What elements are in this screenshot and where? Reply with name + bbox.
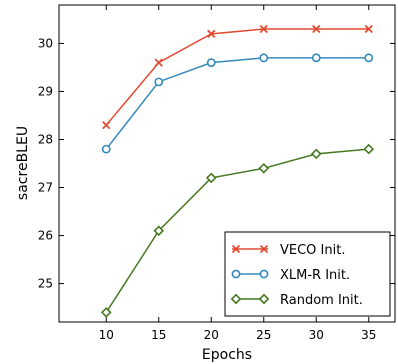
y-tick-labels: 25 26 27 28 29 30 <box>38 36 53 290</box>
data-point <box>154 77 164 87</box>
y-tick-label: 27 <box>38 181 53 195</box>
legend-marker <box>259 269 269 279</box>
data-point <box>258 162 270 174</box>
axis-ticks <box>59 5 395 322</box>
x-axis-title: Epochs <box>202 347 252 363</box>
data-point <box>311 53 321 63</box>
x-tick-label: 35 <box>361 328 376 342</box>
data-point <box>100 307 112 318</box>
legend-entry: VECO Init. <box>231 243 345 258</box>
data-point <box>364 53 374 63</box>
y-axis-title: sacreBLEU <box>15 126 31 200</box>
legend-items: VECO Init. XLM-R Init. Random Init. <box>230 243 363 308</box>
y-tick-label: 28 <box>38 132 53 146</box>
data-point <box>207 29 216 38</box>
data-point <box>101 144 111 154</box>
data-point <box>102 120 111 130</box>
legend: VECO Init. XLM-R Init. Random Init. <box>224 231 391 317</box>
x-tick-label: 25 <box>256 328 271 342</box>
x-tick-label: 30 <box>309 328 324 342</box>
legend-marker <box>230 293 242 305</box>
y-tick-label: 29 <box>38 84 53 98</box>
series-line <box>105 28 369 126</box>
legend-entry: Random Init. <box>230 293 363 308</box>
legend-label: Random Init. <box>280 293 363 308</box>
legend-entry: XLM-R Init. <box>231 268 350 283</box>
y-tick-label: 30 <box>38 36 53 50</box>
data-point <box>312 24 321 34</box>
data-point <box>154 58 163 67</box>
series-line <box>105 57 369 150</box>
data-point <box>310 148 322 160</box>
data-point <box>206 58 216 68</box>
legend-marker <box>231 244 241 254</box>
y-tick-label: 26 <box>38 229 53 243</box>
data-point <box>153 225 165 237</box>
data-point <box>259 24 268 34</box>
data-point <box>205 172 217 184</box>
series-random-init <box>100 143 375 318</box>
series-layer <box>100 24 375 318</box>
legend-marker <box>258 293 270 305</box>
x-tick-label: 10 <box>99 328 114 342</box>
x-tick-label: 20 <box>204 328 219 342</box>
legend-marker <box>259 244 269 254</box>
x-tick-label: 15 <box>151 328 166 342</box>
data-point <box>363 143 375 155</box>
legend-label: VECO Init. <box>280 243 345 258</box>
series-line <box>105 148 369 313</box>
legend-label: XLM-R Init. <box>280 268 350 283</box>
x-tick-labels: 10 15 20 25 30 35 <box>99 328 377 342</box>
data-point <box>259 53 269 63</box>
legend-marker <box>231 269 241 279</box>
y-tick-label: 25 <box>38 277 53 291</box>
series-xlm-r-init <box>101 53 374 154</box>
plot-area-frame <box>58 4 396 323</box>
series-veco-init <box>102 24 373 130</box>
data-point <box>364 24 373 34</box>
